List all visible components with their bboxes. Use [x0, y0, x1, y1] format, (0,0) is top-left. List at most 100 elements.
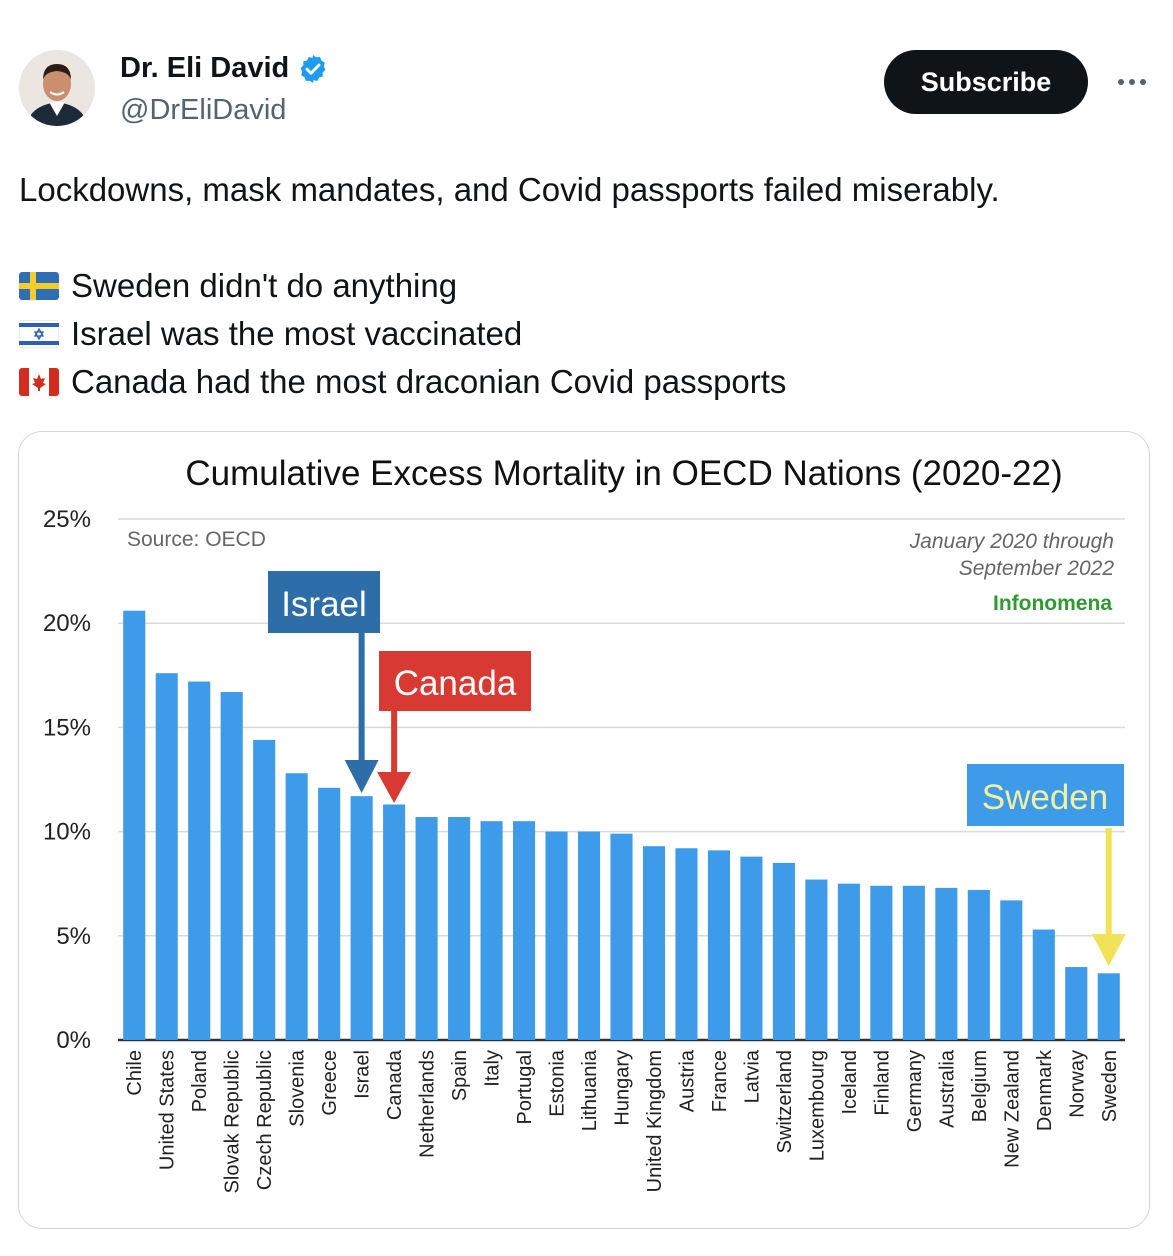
- tweet-line-text: Sweden didn't do anything: [71, 267, 458, 304]
- bar-norway: [1065, 967, 1088, 1040]
- chart-title: Cumulative Excess Mortality in OECD Nati…: [185, 454, 1062, 493]
- x-tick-label: Belgium: [969, 1050, 991, 1122]
- tweet-line-canada: Canada had the most draconian Covid pass…: [19, 358, 786, 406]
- x-tick-label: New Zealand: [1001, 1050, 1023, 1168]
- x-tick-label: United Kingdom: [644, 1050, 666, 1192]
- sweden-arrowhead: [1091, 934, 1126, 966]
- x-tick-label: Switzerland: [774, 1050, 796, 1153]
- bar-australia: [935, 887, 958, 1040]
- x-tick-label: Denmark: [1034, 1049, 1056, 1131]
- y-tick-label: 25%: [43, 506, 91, 533]
- chart-date-range-line2: September 2022: [959, 557, 1115, 580]
- bar-united-states: [155, 673, 178, 1040]
- tweet-line-text: Israel was the most vaccinated: [71, 315, 523, 352]
- sweden-callout-box: [967, 764, 1124, 826]
- bar-poland: [188, 681, 211, 1040]
- x-tick-label: Sweden: [1099, 1050, 1121, 1122]
- chart-date-range-line1: January 2020 through: [909, 530, 1114, 553]
- tweet-line-text: Canada had the most draconian Covid pass…: [71, 363, 787, 400]
- subscribe-button[interactable]: Subscribe: [884, 50, 1088, 114]
- bar-switzerland: [772, 862, 795, 1040]
- x-tick-label: Greece: [319, 1050, 341, 1116]
- bar-united-kingdom: [642, 846, 666, 1040]
- bar-austria: [675, 848, 698, 1040]
- israel-callout-label: Israel: [281, 585, 367, 624]
- y-tick-label: 0%: [56, 1027, 91, 1054]
- bar-canada: [383, 804, 406, 1040]
- x-tick-label: France: [709, 1050, 731, 1112]
- x-tick-label: Canada: [384, 1049, 406, 1120]
- x-tick-label: United States: [157, 1050, 179, 1170]
- x-tick-label: Finland: [871, 1050, 893, 1116]
- x-tick-label: Austria: [676, 1049, 698, 1112]
- bar-iceland: [837, 883, 860, 1040]
- bar-slovak-republic: [220, 691, 243, 1040]
- bar-spain: [448, 817, 471, 1040]
- sweden-flag-icon: [19, 272, 59, 300]
- y-tick-label: 5%: [56, 923, 91, 950]
- bar-israel: [350, 796, 373, 1040]
- canada-flag-icon: [19, 368, 59, 396]
- canada-arrowhead: [377, 772, 412, 803]
- x-tick-label: Netherlands: [417, 1050, 439, 1158]
- x-tick-label: Chile: [124, 1050, 146, 1096]
- author-name[interactable]: Dr. Eli David: [120, 52, 290, 84]
- x-tick-label: Hungary: [612, 1050, 634, 1126]
- x-tick-label: Australia: [936, 1049, 958, 1128]
- x-tick-label: Portugal: [514, 1050, 536, 1125]
- chart-source: Source: OECD: [127, 528, 266, 551]
- chart-image-card[interactable]: Cumulative Excess Mortality in OECD Nati…: [18, 431, 1150, 1229]
- bar-lithuania: [577, 831, 601, 1040]
- excess-mortality-chart: Cumulative Excess Mortality in OECD Nati…: [43, 454, 1126, 1193]
- x-tick-label: Italy: [482, 1050, 504, 1087]
- bar-new-zealand: [1000, 900, 1023, 1040]
- x-tick-label: Iceland: [839, 1050, 861, 1115]
- bar-denmark: [1032, 929, 1055, 1040]
- canada-callout-label: Canada: [394, 664, 517, 703]
- bar-estonia: [545, 831, 568, 1040]
- more-options-icon[interactable]: [1112, 62, 1152, 102]
- author-name-row[interactable]: Dr. Eli David: [120, 52, 329, 85]
- author-handle[interactable]: @DrEliDavid: [120, 94, 287, 126]
- bar-belgium: [967, 889, 990, 1040]
- israel-flag-icon: [19, 320, 59, 348]
- chart-brand: Infonomena: [993, 592, 1112, 615]
- x-tick-label: Czech Republic: [254, 1050, 276, 1190]
- bar-czech-republic: [253, 739, 276, 1040]
- x-tick-label: Israel: [352, 1050, 374, 1099]
- bar-hungary: [610, 833, 633, 1040]
- x-tick-label: Estonia: [547, 1049, 569, 1117]
- x-tick-label: Poland: [189, 1050, 211, 1112]
- israel-arrowhead: [344, 760, 379, 793]
- x-tick-label: Latvia: [741, 1049, 763, 1103]
- bar-greece: [318, 787, 341, 1040]
- bar-portugal: [513, 821, 536, 1040]
- x-tick-label: Slovak Republic: [222, 1050, 244, 1193]
- bar-latvia: [740, 856, 763, 1040]
- bar-netherlands: [415, 817, 438, 1040]
- tweet-line-israel: Israel was the most vaccinated: [19, 310, 522, 358]
- y-tick-label: 20%: [43, 610, 91, 637]
- bar-chile: [123, 610, 146, 1040]
- bar-germany: [902, 885, 925, 1040]
- y-tick-label: 10%: [43, 819, 91, 846]
- bar-luxembourg: [805, 879, 828, 1040]
- bar-slovenia: [285, 773, 308, 1040]
- x-tick-label: Norway: [1066, 1050, 1088, 1118]
- bar-sweden: [1097, 973, 1120, 1040]
- x-tick-label: Lithuania: [579, 1049, 601, 1131]
- verified-badge-icon: [300, 54, 326, 83]
- sweden-callout-label: Sweden: [982, 778, 1108, 817]
- x-tick-label: Spain: [449, 1050, 471, 1101]
- x-tick-label: Luxembourg: [806, 1050, 828, 1161]
- israel-callout-box: [268, 571, 380, 633]
- tweet-text: Lockdowns, mask mandates, and Covid pass…: [19, 171, 1000, 208]
- bar-finland: [870, 885, 893, 1040]
- y-tick-label: 15%: [43, 714, 91, 741]
- x-tick-label: Germany: [904, 1050, 926, 1132]
- bar-italy: [480, 821, 503, 1040]
- x-tick-label: Slovenia: [287, 1049, 309, 1127]
- bar-france: [707, 850, 730, 1040]
- canada-callout-box: [379, 651, 531, 711]
- avatar[interactable]: [19, 50, 95, 126]
